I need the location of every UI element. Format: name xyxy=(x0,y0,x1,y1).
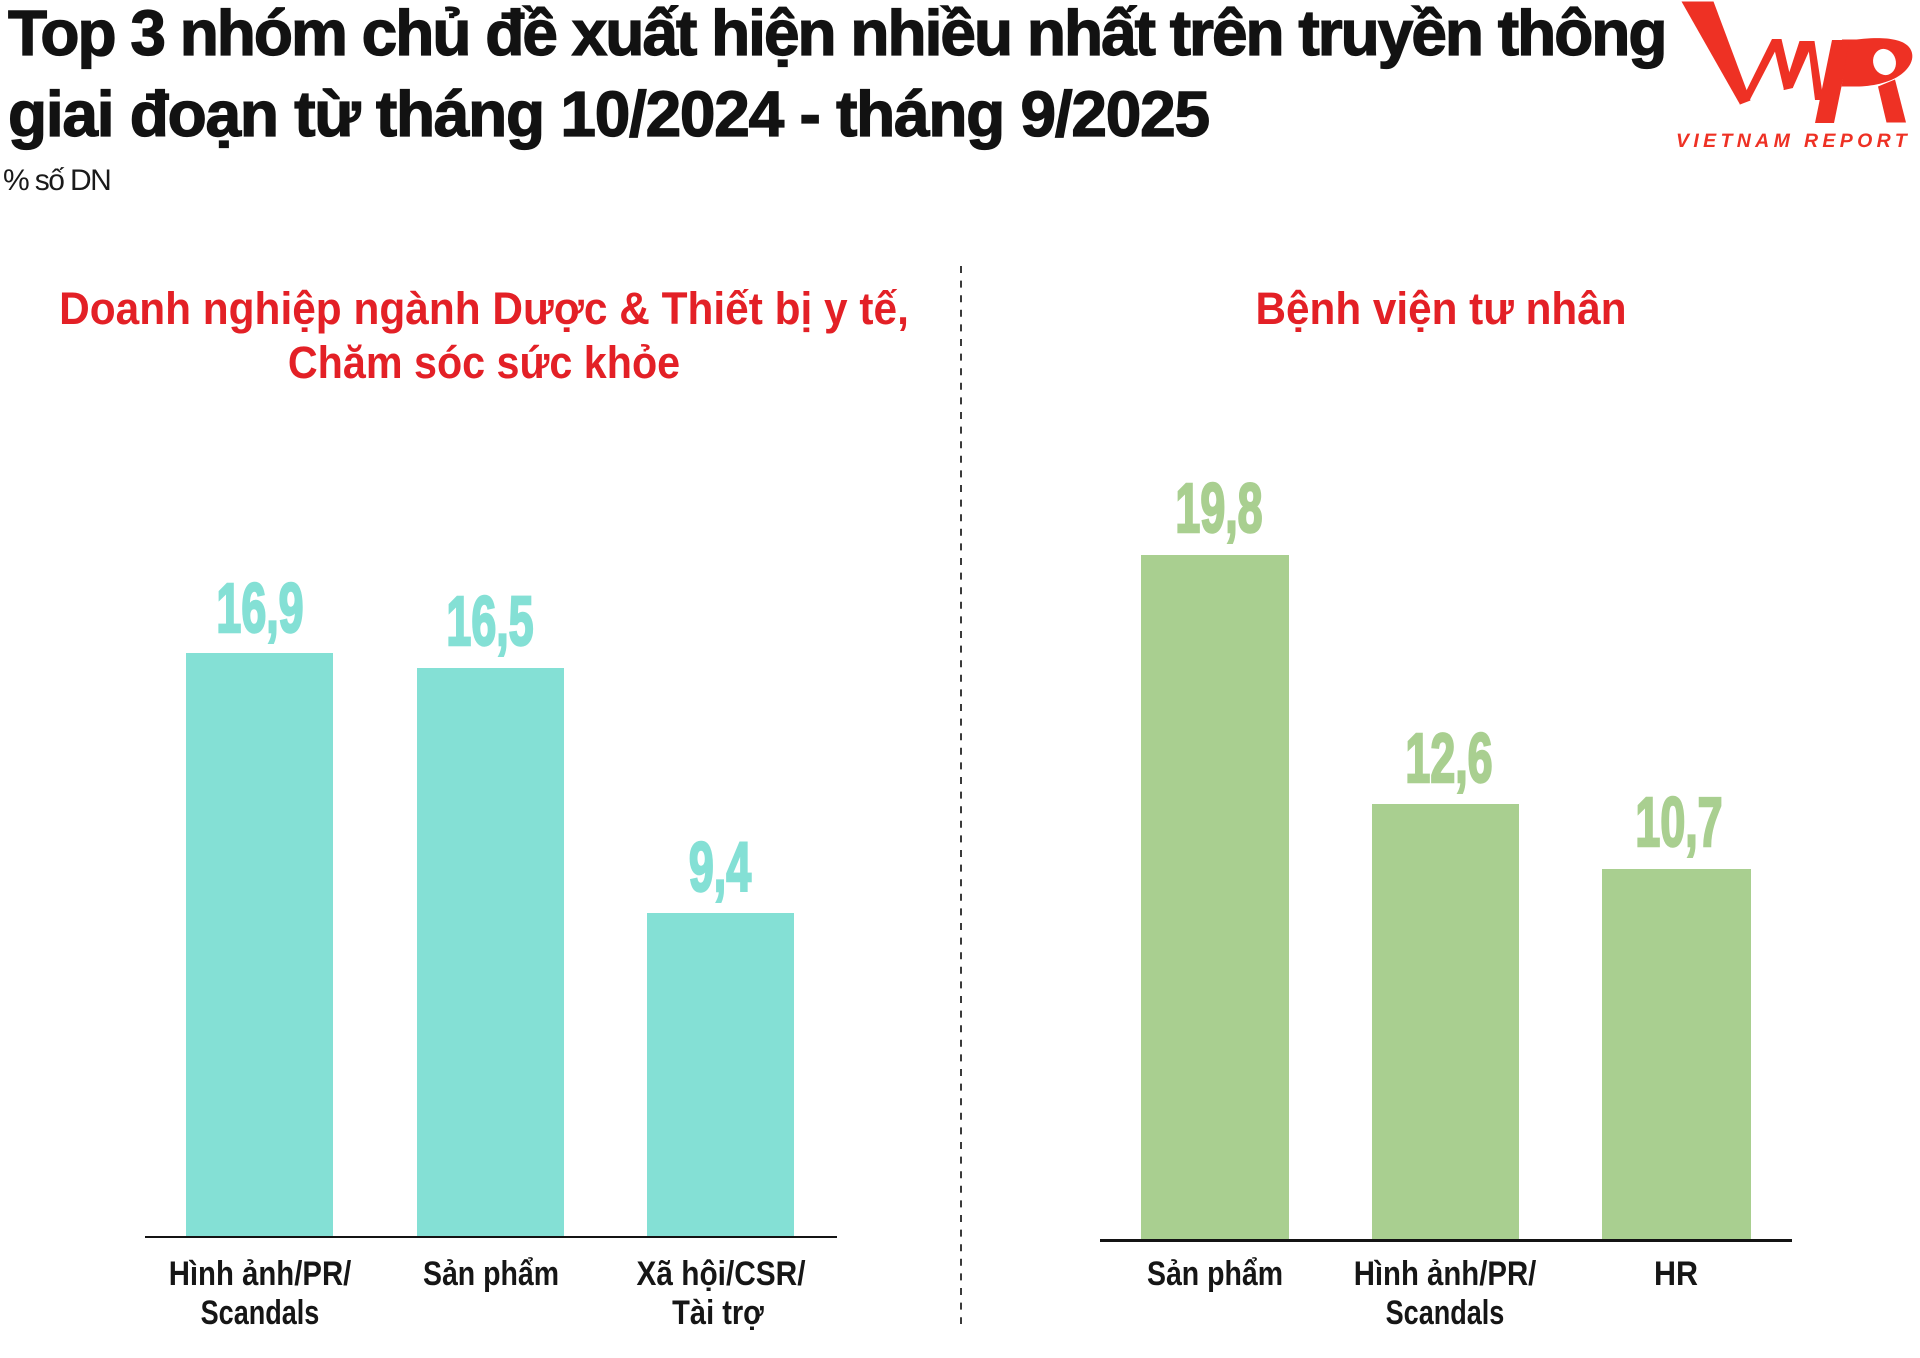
svg-text:VIETNAM REPORT: VIETNAM REPORT xyxy=(1676,130,1911,152)
